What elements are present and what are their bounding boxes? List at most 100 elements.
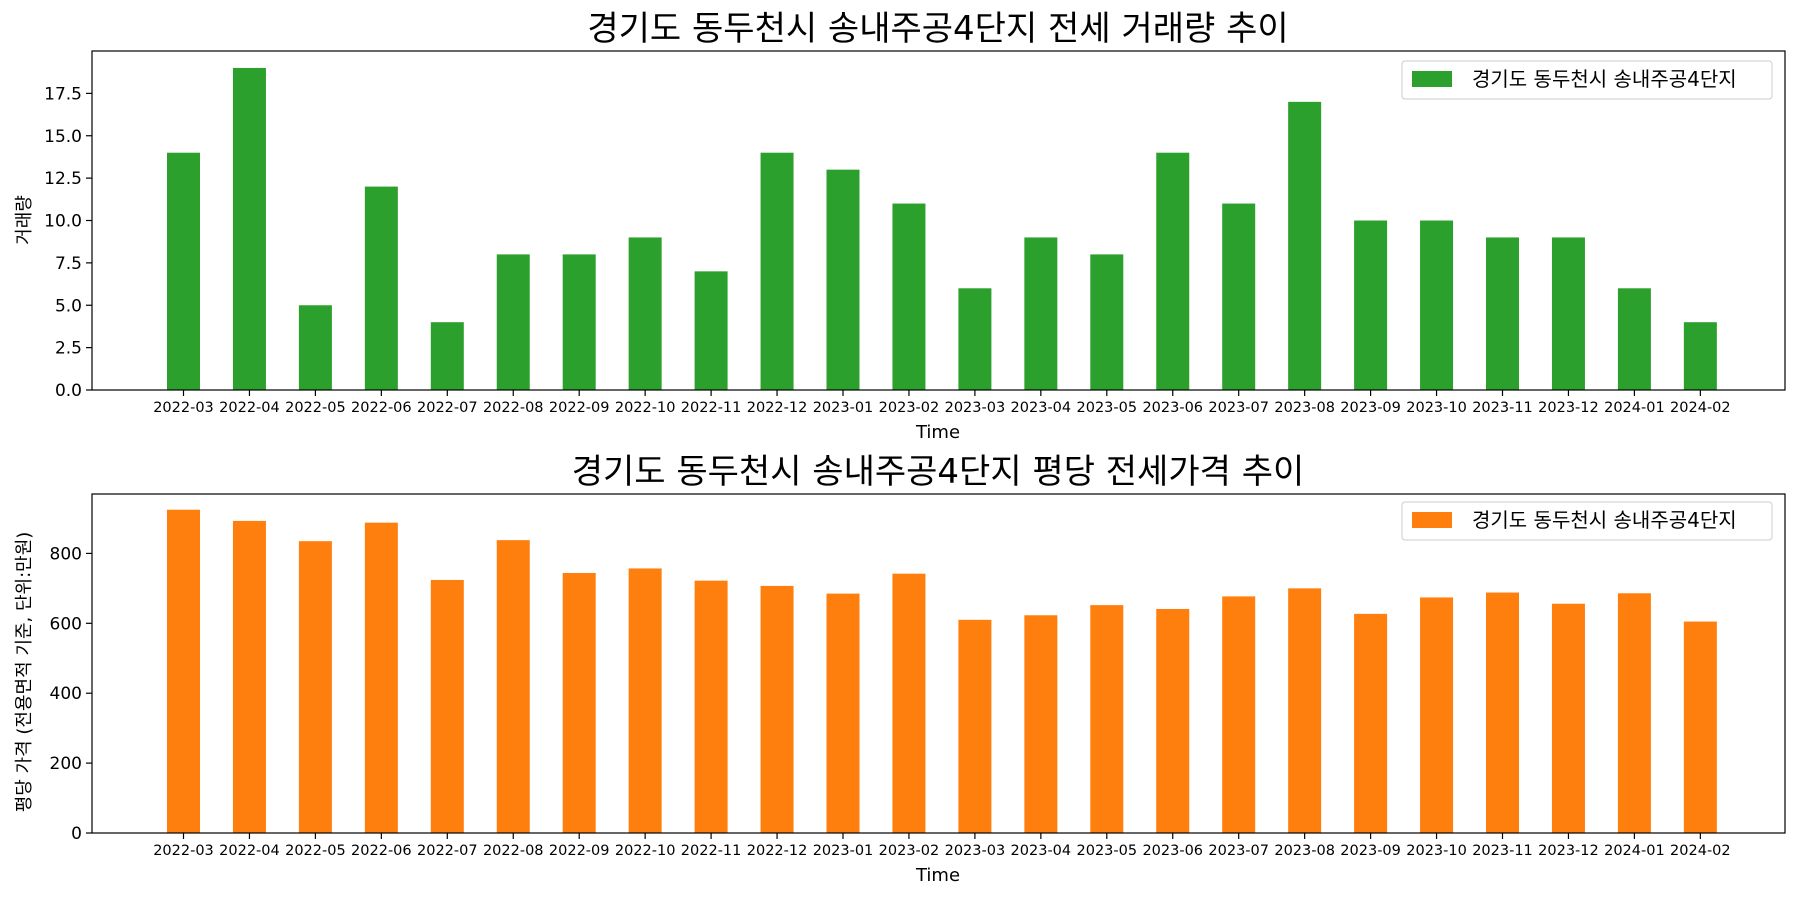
volume-chart-xtick-label: 2023-01 xyxy=(813,400,874,416)
price-chart-xtick-label: 2022-05 xyxy=(285,843,346,859)
price-chart-bar-2022-11 xyxy=(694,580,728,833)
volume-chart-frame xyxy=(91,50,1786,391)
price-chart-xtick-label: 2023-10 xyxy=(1406,843,1467,859)
price-chart-xtick-label: 2023-05 xyxy=(1077,843,1138,859)
volume-chart-xtick-label: 2022-06 xyxy=(351,400,412,416)
price-chart-bar-2023-11 xyxy=(1486,592,1519,833)
price-chart-xtick-label: 2022-09 xyxy=(549,843,610,859)
price-chart-legend: 경기도 동두천시 송내주공4단지 xyxy=(1401,501,1773,541)
volume-chart-ytick-label: 7.5 xyxy=(55,254,82,274)
volume-chart-xtick-label: 2023-02 xyxy=(879,400,940,416)
volume-chart-xlabel: Time xyxy=(915,422,960,443)
volume-chart-ytick-label: 0.0 xyxy=(55,381,82,401)
price-chart-bar-2023-05 xyxy=(1090,605,1124,833)
price-chart-bar-2022-08 xyxy=(496,540,530,833)
volume-chart-xtick-label: 2023-05 xyxy=(1077,400,1138,416)
volume-chart-bar-2024-02 xyxy=(1683,322,1717,390)
price-chart-xtick-label: 2022-12 xyxy=(747,843,808,859)
volume-chart-legend: 경기도 동두천시 송내주공4단지 xyxy=(1401,60,1773,100)
volume-chart-xtick-label: 2023-08 xyxy=(1274,400,1335,416)
price-chart-bar-2023-08 xyxy=(1288,588,1322,833)
volume-chart-xtick-label: 2023-07 xyxy=(1208,400,1269,416)
price-chart-xtick-label: 2022-11 xyxy=(681,843,742,859)
price-chart-bar-2023-03 xyxy=(958,619,992,833)
volume-chart-bar-2023-07 xyxy=(1222,203,1256,390)
volume-chart-bar-2022-08 xyxy=(496,254,530,390)
volume-chart-bar-2022-07 xyxy=(430,322,464,390)
volume-chart-bar-2022-09 xyxy=(562,254,596,390)
price-chart-xtick-label: 2022-10 xyxy=(615,843,676,859)
volume-chart-xtick-label: 2022-04 xyxy=(219,400,280,416)
price-chart-bar-2023-04 xyxy=(1024,615,1058,833)
volume-chart-bar-2022-03 xyxy=(167,152,200,390)
price-chart-title: 경기도 동두천시 송내주공4단지 평당 전세가격 추이 xyxy=(572,452,1305,492)
price-chart-ytick-label: 800 xyxy=(50,544,82,564)
volume-chart-bar-2022-10 xyxy=(628,237,662,390)
volume-chart-ytick-label: 17.5 xyxy=(44,84,82,104)
price-chart-ytick-label: 400 xyxy=(50,684,82,704)
volume-chart-legend-label: 경기도 동두천시 송내주공4단지 xyxy=(1472,67,1737,91)
price-chart-xtick-label: 2022-08 xyxy=(483,843,544,859)
volume-chart-bars xyxy=(167,67,1717,390)
volume-chart-xtick-label: 2022-08 xyxy=(483,400,544,416)
volume-chart-xtick-label: 2022-07 xyxy=(417,400,478,416)
volume-chart-xtick-label: 2022-11 xyxy=(681,400,742,416)
volume-chart-ytick-label: 10.0 xyxy=(44,212,82,232)
price-chart-xtick-label: 2023-09 xyxy=(1340,843,1401,859)
volume-chart-bar-2023-08 xyxy=(1288,101,1322,390)
volume-chart: 경기도 동두천시 송내주공4단지 전세 거래량 추이 Time 거래량 0.0 2… xyxy=(14,9,1786,443)
volume-chart-xtick-label: 2022-09 xyxy=(549,400,610,416)
volume-chart-xtick-label: 2023-03 xyxy=(945,400,1006,416)
price-chart-bar-2023-06 xyxy=(1156,608,1190,833)
price-chart-bar-2022-03 xyxy=(167,509,200,833)
volume-chart-ytick-label: 15.0 xyxy=(44,127,82,147)
price-chart-bar-2023-12 xyxy=(1551,603,1585,833)
volume-chart-legend-swatch xyxy=(1412,71,1452,87)
price-chart-xtick-label: 2024-01 xyxy=(1604,843,1665,859)
volume-chart-bar-2023-06 xyxy=(1156,152,1190,390)
price-chart-bar-2023-02 xyxy=(892,573,926,833)
price-chart-frame xyxy=(91,493,1786,834)
price-chart-ytick-label: 600 xyxy=(50,614,82,634)
price-chart-xtick-label: 2023-01 xyxy=(813,843,874,859)
price-chart-bar-2023-07 xyxy=(1222,596,1256,833)
volume-chart-title: 경기도 동두천시 송내주공4단지 전세 거래량 추이 xyxy=(587,9,1288,49)
volume-chart-bar-2023-09 xyxy=(1354,220,1388,390)
price-chart-yticks: 0 200 400 600 800 xyxy=(50,544,92,844)
price-chart-bar-2022-06 xyxy=(364,522,398,833)
volume-chart-xtick-label: 2023-11 xyxy=(1472,400,1533,416)
volume-chart-xtick-label: 2023-12 xyxy=(1538,400,1599,416)
price-chart-legend-swatch xyxy=(1412,512,1452,528)
volume-chart-ylabel: 거래량 xyxy=(14,195,35,245)
price-chart-bar-2023-10 xyxy=(1420,597,1454,833)
volume-chart-bar-2023-05 xyxy=(1090,254,1124,390)
volume-chart-bar-2022-04 xyxy=(232,67,266,390)
volume-chart-xtick-label: 2022-10 xyxy=(615,400,676,416)
price-chart-bar-2022-10 xyxy=(628,568,662,833)
price-chart-xtick-label: 2023-06 xyxy=(1142,843,1203,859)
price-chart-xtick-label: 2023-08 xyxy=(1274,843,1335,859)
volume-chart-bar-2022-05 xyxy=(298,305,332,390)
price-chart-xtick-label: 2022-07 xyxy=(417,843,478,859)
volume-chart-ytick-label: 5.0 xyxy=(55,296,82,316)
volume-chart-bar-2023-02 xyxy=(892,203,926,390)
price-chart-xtick-label: 2023-03 xyxy=(945,843,1006,859)
price-chart-legend-label: 경기도 동두천시 송내주공4단지 xyxy=(1472,508,1737,532)
volume-chart-bar-2023-04 xyxy=(1024,237,1058,390)
volume-chart-xtick-label: 2023-04 xyxy=(1011,400,1072,416)
price-chart-xtick-label: 2023-12 xyxy=(1538,843,1599,859)
price-chart-xtick-label: 2023-04 xyxy=(1011,843,1072,859)
volume-chart-ytick-label: 2.5 xyxy=(55,339,82,359)
price-chart-ytick-label: 200 xyxy=(50,754,82,774)
price-chart-xlabel: Time xyxy=(915,865,960,886)
price-chart-xtick-label: 2022-03 xyxy=(153,843,214,859)
volume-chart-bar-2022-12 xyxy=(760,152,794,390)
price-chart-xtick-label: 2023-07 xyxy=(1208,843,1269,859)
price-chart-legend-box xyxy=(1401,501,1773,541)
volume-chart-bar-2023-03 xyxy=(958,288,992,390)
price-chart-xtick-label: 2023-02 xyxy=(879,843,940,859)
price-chart-bar-2023-01 xyxy=(826,593,860,833)
price-chart-bars xyxy=(167,509,1717,833)
volume-chart-yticks: 0.0 2.5 5.0 7.5 10.0 12.5 15.0 17.5 xyxy=(44,84,92,401)
